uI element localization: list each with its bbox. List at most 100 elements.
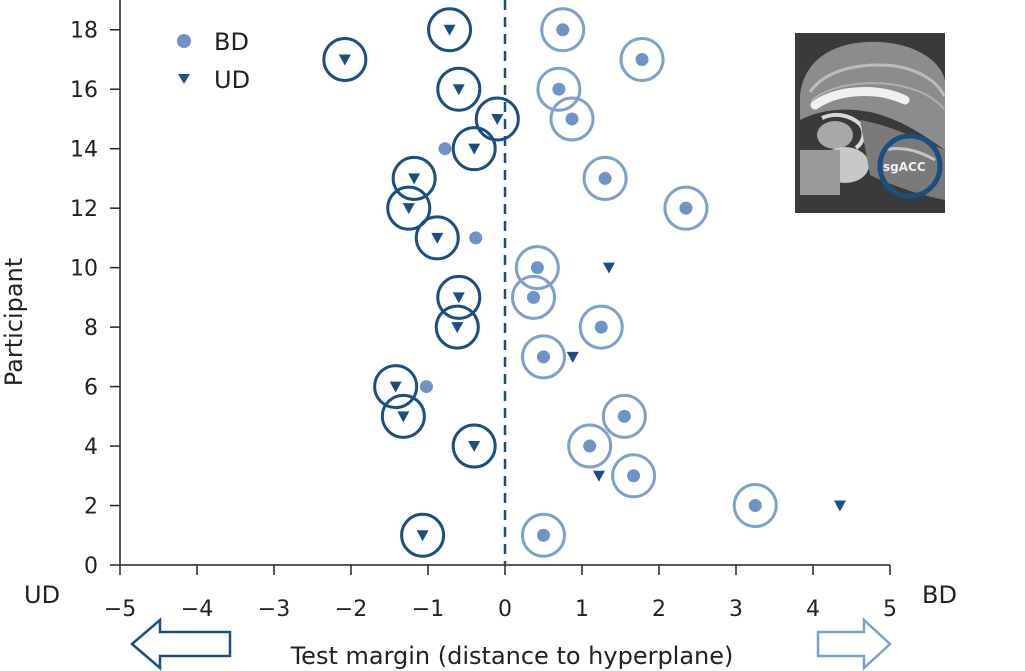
legend-bd-label: BD <box>214 28 249 56</box>
bd-correct-ring <box>732 483 778 529</box>
legend-ud-label: UD <box>214 66 250 94</box>
bd-point <box>537 528 550 542</box>
bd-point <box>748 499 762 513</box>
ud-correct-ring <box>400 512 446 558</box>
y-tick-label: 14 <box>70 138 98 163</box>
x-tick-label: −5 <box>104 597 136 622</box>
y-tick-label: 2 <box>84 495 98 520</box>
ud-point <box>452 292 465 304</box>
ud-correct-ring <box>434 304 480 350</box>
ud-correct-ring <box>414 215 460 261</box>
sgacc-highlight-ring <box>877 133 943 199</box>
legend: BD UD <box>177 28 250 94</box>
x-tick-label: 2 <box>652 597 666 622</box>
ud-point <box>592 470 605 482</box>
bd-correct-ring <box>536 66 582 112</box>
bd-point <box>537 350 550 364</box>
x-axis-title: Test margin (distance to hyperplane) <box>290 642 734 670</box>
bd-point <box>419 380 433 394</box>
bd-correct-ring <box>582 155 628 201</box>
y-tick-label: 8 <box>84 316 98 341</box>
x-tick-label: 0 <box>498 597 512 622</box>
y-axis-title: Participant <box>0 258 28 386</box>
y-tick-label: 0 <box>84 554 98 579</box>
bd-point <box>556 23 570 37</box>
ud-point <box>468 143 481 155</box>
data-markers <box>322 7 846 558</box>
legend-ud-marker <box>178 74 190 84</box>
y-tick-label: 12 <box>70 197 98 222</box>
y-tick-label: 10 <box>70 257 98 282</box>
bd-point <box>469 231 483 245</box>
y-tick-label: 18 <box>70 19 98 44</box>
bd-point <box>594 320 608 334</box>
ud-correct-ring <box>451 423 497 469</box>
ud-correct-ring <box>436 66 482 112</box>
bd-correct-ring <box>578 304 624 350</box>
y-tick-label: 4 <box>84 435 98 460</box>
bd-point <box>583 439 597 453</box>
bd-correct-ring <box>540 7 586 53</box>
ud-point <box>602 262 615 274</box>
bd-point <box>438 142 452 156</box>
x-tick-label: −1 <box>412 597 444 622</box>
brain-mri-inset: sgACC <box>795 33 946 213</box>
inset-label: sgACC <box>883 160 926 174</box>
ud-point <box>443 24 456 36</box>
legend-bd-marker <box>177 34 191 48</box>
ud-correct-ring <box>451 126 497 172</box>
bd-point <box>565 112 579 126</box>
right-end-label: BD <box>922 581 957 609</box>
bd-point <box>679 201 693 215</box>
ud-point <box>833 500 846 512</box>
bd-correct-ring <box>521 334 566 380</box>
ud-point <box>431 232 444 244</box>
bd-point <box>552 82 566 96</box>
left-end-label: UD <box>24 581 60 609</box>
ud-point <box>397 411 410 423</box>
x-tick-label: 5 <box>883 597 897 622</box>
x-tick-label: 1 <box>575 597 589 622</box>
bd-point <box>530 261 544 275</box>
bd-correct-ring <box>521 512 566 558</box>
ud-correct-ring <box>380 393 426 439</box>
y-tick-label: 16 <box>70 78 98 103</box>
bd-correct-ring <box>611 453 657 499</box>
ud-correct-ring <box>322 36 368 82</box>
bd-correct-ring <box>663 185 709 231</box>
ud-correct-ring <box>373 364 419 410</box>
bd-point <box>617 409 631 423</box>
ud-correct-ring <box>427 7 473 53</box>
right-arrow-icon <box>816 617 892 671</box>
ud-point <box>468 441 481 453</box>
y-tick-label: 6 <box>84 376 98 401</box>
bd-correct-ring <box>567 423 613 469</box>
ud-correct-ring <box>391 155 437 201</box>
ud-point <box>452 84 465 96</box>
ud-correct-ring <box>436 274 482 320</box>
left-arrow-icon <box>130 617 232 671</box>
bd-correct-ring <box>601 393 647 439</box>
ud-point <box>408 173 421 185</box>
x-tick-label: 4 <box>806 597 820 622</box>
x-axis-ticks: −5 −4 −3 −2 −1 0 1 2 3 4 5 <box>104 565 897 622</box>
bd-point <box>526 290 540 304</box>
bd-point <box>635 52 649 66</box>
bd-correct-ring <box>514 245 560 291</box>
ud-point <box>416 530 429 542</box>
bd-correct-ring <box>510 274 556 320</box>
ud-point <box>402 203 415 215</box>
ud-point <box>451 322 464 334</box>
ud-point <box>389 381 402 393</box>
ud-point <box>491 113 504 125</box>
bd-correct-ring <box>619 36 665 82</box>
x-tick-label: −2 <box>335 597 367 622</box>
x-tick-label: 3 <box>729 597 743 622</box>
ud-point <box>338 54 351 66</box>
ud-correct-ring <box>474 96 520 142</box>
ud-correct-ring <box>386 185 432 231</box>
x-tick-label: −3 <box>258 597 290 622</box>
bd-point <box>627 469 641 483</box>
bd-point <box>598 171 612 185</box>
